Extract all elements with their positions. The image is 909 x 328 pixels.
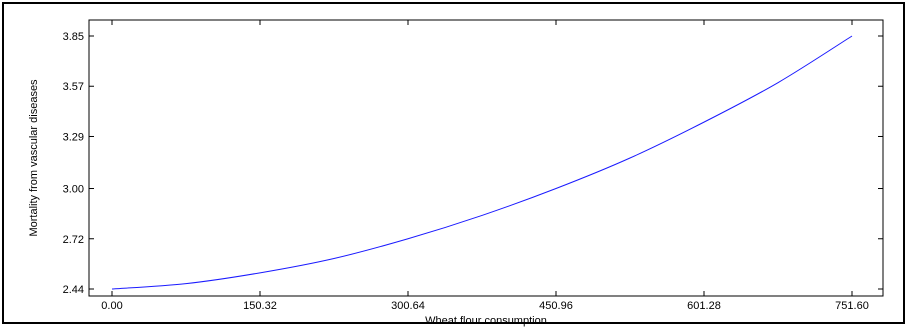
x-tick-label: 0.00 [101,300,122,312]
x-ticks: 0.00 150.32 300.64 450.96 601.28 751.60 [101,20,869,312]
x-tick-label: 751.60 [835,300,869,312]
x-tick-label: 601.28 [687,300,721,312]
x-tick-label: 300.64 [391,300,425,312]
x-axis-title: Wheat flour consumption [425,315,547,327]
y-tick-label: 3.57 [63,81,84,93]
y-ticks: 2.44 2.72 3.00 3.29 3.57 3.85 [63,31,883,296]
x-tick-label: 150.32 [243,300,277,312]
y-axis-title: Mortality from vascular diseases [28,79,40,237]
y-tick-label: 3.29 [63,131,84,143]
y-tick-label: 3.85 [63,31,84,43]
plot-area [88,19,884,297]
series-line-0 [111,35,853,290]
y-tick-label: 2.44 [63,284,84,296]
series-layer [111,35,853,290]
y-tick-label: 3.00 [63,184,84,196]
y-tick-label: 2.72 [63,234,84,246]
x-tick-label: 450.96 [539,300,573,312]
